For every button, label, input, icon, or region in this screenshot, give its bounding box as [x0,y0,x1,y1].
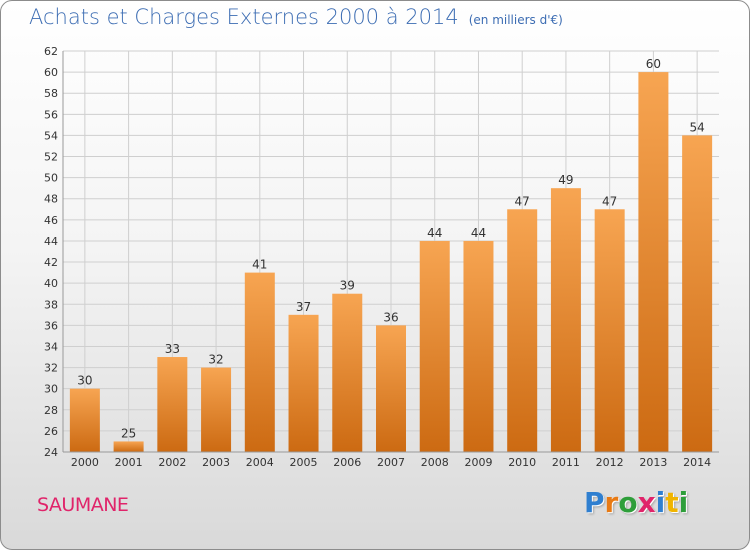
y-tick-label: 38 [44,298,58,311]
y-tick-label: 56 [44,108,58,121]
y-tick-label: 28 [44,404,58,417]
y-tick-label: 32 [44,362,58,375]
x-tick-label: 2000 [71,456,99,469]
commune-name: SAUMANE [37,494,129,516]
y-tick-label: 30 [44,383,58,396]
y-tick-label: 60 [44,66,58,79]
bar-2012 [594,209,625,452]
logo-letter: i [655,486,666,519]
bar-2009 [463,240,494,452]
bar-2000 [69,388,100,452]
chart-title: Achats et Charges Externes 2000 à 2014 [29,5,459,29]
title-line: Achats et Charges Externes 2000 à 2014 (e… [29,5,563,29]
y-tick-label: 62 [44,45,58,58]
logo-letter: x [637,486,656,519]
logo-letter: i [678,486,689,519]
x-tick-label: 2007 [377,456,405,469]
x-tick-label: 2011 [552,456,580,469]
bar-2010 [507,209,538,452]
data-label-2008: 44 [427,226,442,240]
data-label-2009: 44 [471,226,486,240]
bar-2011 [550,188,581,452]
x-tick-label: 2004 [246,456,274,469]
bar-2002 [157,357,188,452]
y-tick-label: 40 [44,277,58,290]
logo-letter: P [584,486,605,519]
x-tick-label: 2009 [464,456,492,469]
data-label-2013: 60 [646,57,661,71]
y-tick-label: 46 [44,214,58,227]
x-tick-label: 2002 [158,456,186,469]
y-tick-label: 26 [44,425,58,438]
x-tick-label: 2006 [333,456,361,469]
x-tick-label: 2010 [508,456,536,469]
y-tick-label: 48 [44,193,58,206]
data-label-2002: 33 [165,342,180,356]
y-tick-label: 36 [44,319,58,332]
y-tick-label: 54 [44,129,58,142]
data-label-2011: 49 [558,173,573,187]
y-tick-label: 52 [44,151,58,164]
x-tick-label: 2005 [290,456,318,469]
proxiti-logo: Proxiti [584,486,688,519]
bar-2007 [376,325,406,452]
y-tick-label: 42 [44,256,58,269]
x-tick-label: 2014 [683,456,711,469]
chart-subtitle: (en milliers d'€) [468,13,563,27]
logo-letter: t [665,486,679,519]
bar-2008 [419,240,450,452]
data-label-2012: 47 [602,194,617,208]
y-tick-label: 58 [44,87,58,100]
bar-2005 [288,314,319,452]
y-tick-label: 34 [44,340,58,353]
bar-2013 [638,72,669,453]
data-label-2007: 36 [383,310,398,324]
y-tick-label: 50 [44,172,58,185]
logo-letter: r [604,486,619,519]
bars-layer [69,72,713,453]
bar-2004 [244,272,275,452]
data-label-2005: 37 [296,300,311,314]
data-label-2003: 32 [208,353,223,367]
x-tick-label: 2013 [639,456,667,469]
bar-2014 [682,135,713,452]
data-label-2014: 54 [689,120,704,134]
logo-letter: o [618,486,638,519]
x-tick-label: 2001 [115,456,143,469]
data-label-2004: 41 [252,258,267,272]
bar-2001 [113,441,144,452]
x-tick-label: 2003 [202,456,230,469]
axis-layer: 24 26 28 30 32 34 36 38 40 42 44 46 48 50 52 54 56 58 60 62… [44,45,719,469]
data-label-2001: 25 [121,426,136,440]
bar-2006 [332,293,363,452]
bar-2003 [201,367,232,452]
y-tick-label: 24 [44,446,58,459]
x-tick-label: 2012 [596,456,624,469]
y-tick-label: 44 [44,235,58,248]
data-label-2006: 39 [340,279,355,293]
x-tick-label: 2008 [421,456,449,469]
data-label-2010: 47 [515,194,530,208]
data-label-2000: 30 [77,374,92,388]
